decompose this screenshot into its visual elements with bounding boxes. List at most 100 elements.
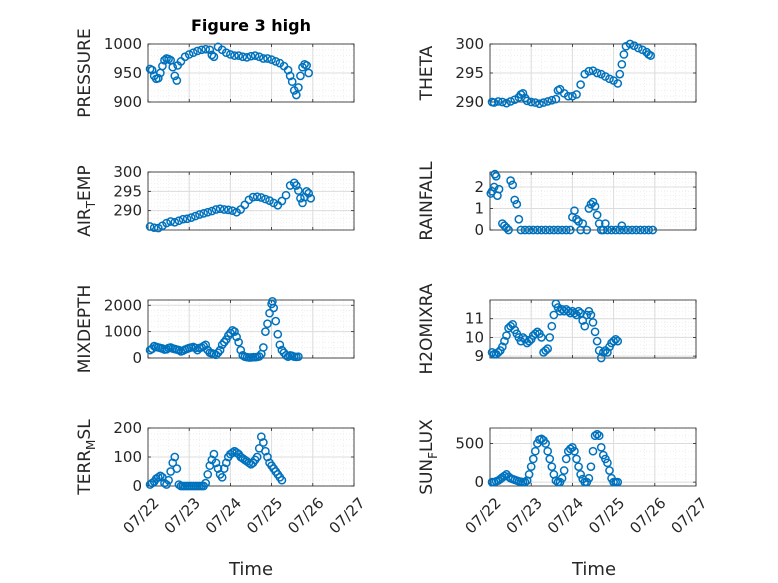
data-point bbox=[302, 186, 311, 196]
data-point bbox=[302, 61, 311, 70]
data-point bbox=[283, 65, 293, 75]
data-point bbox=[294, 352, 303, 362]
data-point bbox=[494, 184, 504, 194]
data-point bbox=[263, 54, 272, 63]
data-point bbox=[553, 225, 563, 235]
data-point bbox=[631, 225, 641, 235]
axes-frame bbox=[147, 171, 355, 231]
data-point bbox=[502, 331, 511, 340]
x-axis-label-left: Time bbox=[228, 559, 273, 580]
data-point bbox=[230, 327, 239, 336]
x-tick-label: 07/23 bbox=[161, 494, 204, 537]
y-tick-label: 11 bbox=[465, 310, 484, 328]
data-point bbox=[615, 69, 625, 79]
data-point bbox=[201, 478, 211, 488]
data-point bbox=[291, 90, 301, 100]
data-point bbox=[588, 318, 598, 327]
data-point bbox=[526, 97, 536, 107]
data-point bbox=[557, 225, 567, 235]
data-point bbox=[533, 327, 542, 337]
data-point bbox=[219, 464, 229, 473]
data-point bbox=[261, 446, 270, 456]
data-point bbox=[201, 340, 211, 350]
data-point bbox=[594, 431, 604, 441]
x-axis-label-right: Time bbox=[571, 559, 616, 580]
data-point bbox=[228, 448, 237, 457]
data-point bbox=[236, 345, 246, 355]
data-point bbox=[156, 471, 165, 481]
data-point bbox=[205, 45, 215, 55]
data-point bbox=[533, 225, 542, 235]
data-point bbox=[207, 50, 217, 60]
data-point bbox=[524, 336, 534, 346]
data-point bbox=[275, 340, 285, 350]
data-point bbox=[221, 458, 231, 468]
data-point bbox=[296, 71, 305, 81]
data-point bbox=[502, 98, 511, 108]
data-point bbox=[607, 225, 616, 235]
data-point bbox=[574, 217, 583, 226]
data-point bbox=[170, 71, 180, 81]
data-point bbox=[234, 51, 243, 60]
data-point bbox=[281, 190, 291, 200]
data-point bbox=[592, 68, 602, 78]
data-point bbox=[277, 475, 287, 485]
data-point bbox=[526, 462, 536, 472]
data-point bbox=[242, 52, 252, 62]
data-point bbox=[168, 62, 178, 72]
data-point bbox=[528, 225, 538, 235]
y-tick-label: 500 bbox=[455, 434, 484, 452]
data-point bbox=[207, 206, 217, 216]
data-point bbox=[547, 462, 557, 472]
subplot-2: 290 295 300 THETA bbox=[417, 35, 697, 111]
data-point bbox=[619, 225, 629, 235]
y-tick-label: 290 bbox=[113, 202, 142, 220]
data-point bbox=[598, 348, 608, 357]
data-point bbox=[520, 477, 530, 487]
data-point bbox=[615, 225, 625, 235]
data-point bbox=[170, 217, 180, 227]
x-tick-label: 07/24 bbox=[202, 494, 245, 537]
data-point bbox=[644, 225, 653, 235]
data-point bbox=[541, 346, 550, 355]
data-point bbox=[168, 458, 178, 468]
data-point bbox=[557, 473, 567, 483]
y-tick-label: 290 bbox=[455, 93, 484, 111]
data-point bbox=[162, 218, 171, 228]
data-point bbox=[530, 446, 540, 456]
data-point bbox=[285, 71, 295, 81]
y-tick-label: 900 bbox=[113, 93, 142, 111]
data-point bbox=[186, 213, 196, 222]
x-tick-label: 07/23 bbox=[503, 494, 546, 537]
data-point bbox=[252, 452, 262, 462]
data-point bbox=[563, 91, 573, 101]
y-tick-label: 295 bbox=[113, 182, 142, 200]
data-point bbox=[518, 333, 528, 342]
data-point bbox=[625, 39, 635, 49]
y-tick-label: 10 bbox=[465, 328, 484, 346]
data-point bbox=[211, 458, 221, 468]
y-tick-label: 0 bbox=[474, 221, 484, 239]
data-point bbox=[261, 194, 270, 204]
data-point bbox=[240, 200, 250, 210]
data-point bbox=[528, 454, 538, 464]
data-point bbox=[498, 97, 507, 107]
data-point bbox=[549, 225, 559, 235]
y-tick-label: 1 bbox=[474, 200, 484, 218]
data-point bbox=[543, 344, 553, 353]
data-point bbox=[530, 98, 540, 107]
data-point bbox=[493, 97, 503, 106]
data-point bbox=[147, 65, 157, 75]
y-tick-label: 9 bbox=[474, 347, 484, 365]
data-point bbox=[508, 180, 518, 190]
data-point bbox=[246, 51, 256, 61]
data-point bbox=[271, 316, 281, 326]
data-point bbox=[267, 55, 276, 65]
data-point bbox=[164, 475, 173, 485]
data-point bbox=[211, 205, 221, 214]
data-point bbox=[209, 52, 219, 62]
y-tick-label: 0 bbox=[132, 349, 142, 367]
x-tick-label: 07/27 bbox=[325, 494, 368, 537]
